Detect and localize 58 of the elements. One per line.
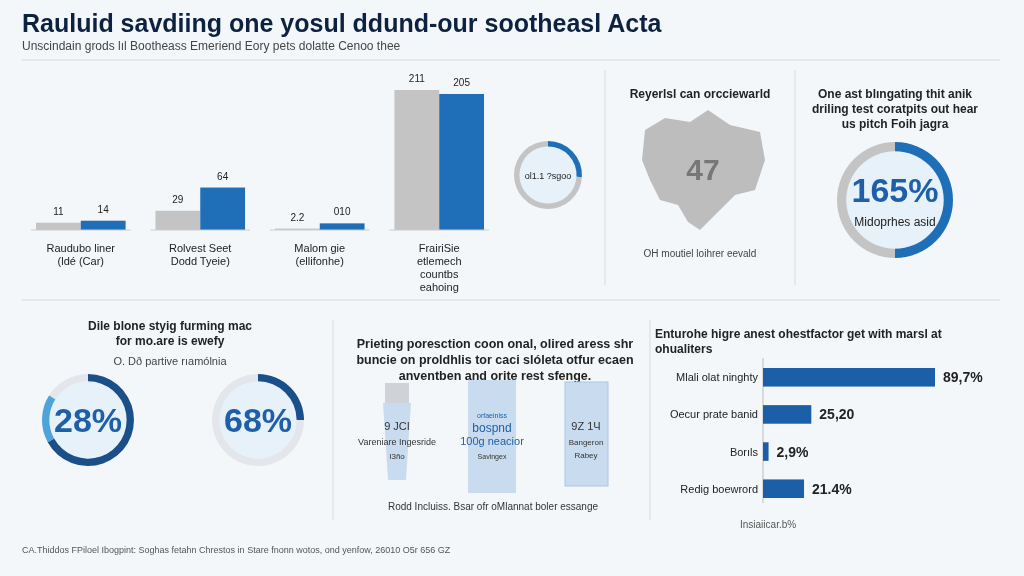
- text: CA.Thiddos FPiloel Ibogpint: Soghas fetahn Chrestos in Stare fnonn wotos, ond yenfow, 26010 O5r 656 GZ: [22, 545, 451, 555]
- text: Vareniare Ingesride: [358, 437, 436, 447]
- x-tick-label: Malom gie (ellifonhe): [294, 242, 346, 267]
- bar: [763, 405, 812, 424]
- bar: [763, 479, 805, 498]
- data-label: 89,7%: [943, 369, 984, 386]
- data-label: 64: [217, 170, 229, 182]
- x-tick-label: Raudubo liner (ldé (Car): [46, 242, 116, 267]
- chart-title: Enturohe higre anest ohestfactor get with marsl at ohualiters: [655, 327, 942, 356]
- text: Dile blone styig furming mac for mo.are is ewefy: [87, 319, 253, 348]
- bar: [200, 187, 246, 230]
- y-tick-label: Redig boewrord: [680, 482, 758, 495]
- text: Reyerlsl can orcciewarld: [629, 87, 771, 101]
- text: 9Z 1Ч: [571, 420, 601, 432]
- y-tick-label: Oecur prate banid: [669, 408, 758, 421]
- text: 68%: [223, 401, 293, 439]
- data-label: 2.2: [290, 211, 305, 223]
- text: ol1.1 ?sgoo: [524, 171, 572, 181]
- bar: [763, 368, 935, 387]
- text: Bangeron: [568, 438, 604, 447]
- text: OH moutiel loihrer eevald: [643, 248, 757, 259]
- text: 9 JCI: [384, 420, 410, 432]
- text: 100g neacior: [460, 435, 525, 447]
- text: O. Dð partive rıamólnia: [113, 355, 228, 367]
- donut-slice: [47, 374, 134, 466]
- donut-slice: [42, 395, 56, 443]
- y-tick-label: Mlali olat ninghty: [676, 371, 759, 384]
- text: 165%: [851, 171, 939, 209]
- x-tick-label: Rolvest Seet Dodd Tyeie): [169, 242, 232, 267]
- data-label: 11: [53, 205, 64, 217]
- data-label: 010: [333, 206, 351, 218]
- y-tick-label: Borıls: [729, 445, 759, 458]
- text: Rodd Incluiss. Bsar ofr oMlannat boler essange: [387, 501, 599, 512]
- data-label: 211: [408, 73, 426, 84]
- chart-subtitle: Unscindain grods lıl Bootheass Emeriend Eory pets dolatte Cenoo thee: [22, 39, 401, 53]
- data-label: 29: [172, 193, 184, 205]
- text: Midoprhes asid: [854, 215, 936, 229]
- x-axis-title: Insiaiicar.b%: [740, 519, 797, 530]
- text: 28%: [53, 401, 123, 439]
- text: Prieting poresction coon onal, olired aress shr buncie on proldhlis tor caci slóleta otfur ecaen anventben and orite rest sfenge.: [356, 337, 634, 383]
- x-tick-label: FrairiSie etlemech countbs eahoing: [416, 242, 462, 293]
- data-label: 21.4%: [812, 480, 853, 497]
- text: 47: [686, 153, 720, 186]
- data-label: 205: [453, 76, 471, 88]
- chart-title: Rauluid savdiing one yosul ddund-our sootheasl Acta: [22, 9, 663, 37]
- text: Rabey: [574, 451, 598, 460]
- donut-slice: [514, 141, 582, 209]
- donut-slice: [49, 374, 88, 400]
- chart-title: One ast blıngating thit anik driling test coratpits out hear us pitch Foih jagra: [811, 87, 979, 131]
- bar: [763, 442, 769, 461]
- data-label: 14: [97, 203, 110, 215]
- bar: [439, 93, 485, 230]
- data-label: 2,9%: [776, 443, 810, 460]
- data-label: 25,20: [819, 406, 855, 423]
- bar: [319, 223, 365, 230]
- text: I3ño: [389, 452, 406, 461]
- text: bospnd: [472, 421, 512, 435]
- donut-slice: [212, 374, 304, 466]
